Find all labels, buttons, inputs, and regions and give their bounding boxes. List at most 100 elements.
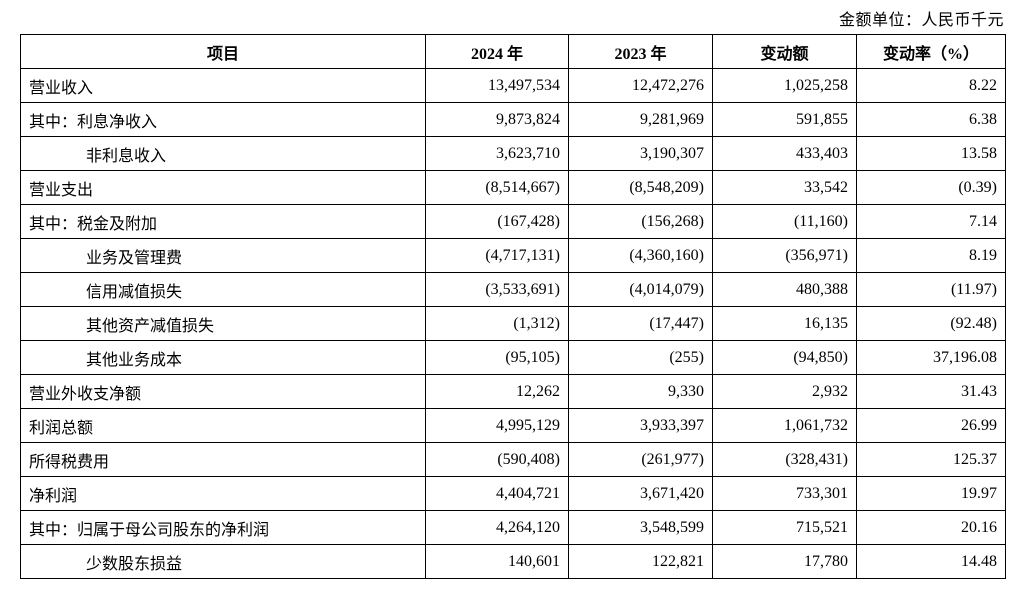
value-2024-cell: 13,497,534 bbox=[425, 68, 569, 103]
header-year-2024: 2024 年 bbox=[425, 34, 569, 69]
change-cell: 16,135 bbox=[712, 306, 857, 341]
change-rate-cell: 14.48 bbox=[856, 544, 1006, 579]
change-rate-cell: 8.22 bbox=[856, 68, 1006, 103]
change-cell: 715,521 bbox=[712, 510, 857, 545]
item-cell: 信用减值损失 bbox=[20, 272, 426, 307]
table-row: 非利息收入 3,623,710 3,190,307 433,403 13.58 bbox=[20, 136, 1006, 171]
change-cell: 591,855 bbox=[712, 102, 857, 137]
item-cell: 所得税费用 bbox=[20, 442, 426, 477]
item-cell: 其中：利息净收入 bbox=[20, 102, 426, 137]
table-row: 所得税费用 (590,408) (261,977) (328,431) 125.37 bbox=[20, 442, 1006, 477]
value-2024-cell: (3,533,691) bbox=[425, 272, 569, 307]
item-cell: 营业收入 bbox=[20, 68, 426, 103]
change-cell: (94,850) bbox=[712, 340, 857, 375]
header-year-2023: 2023 年 bbox=[568, 34, 713, 69]
change-cell: 1,061,732 bbox=[712, 408, 857, 443]
value-2023-cell: (156,268) bbox=[568, 204, 713, 239]
change-rate-cell: (11.97) bbox=[856, 272, 1006, 307]
table-row: 净利润 4,404,721 3,671,420 733,301 19.97 bbox=[20, 476, 1006, 511]
item-cell: 净利润 bbox=[20, 476, 426, 511]
item-cell: 营业支出 bbox=[20, 170, 426, 205]
value-2024-cell: 4,264,120 bbox=[425, 510, 569, 545]
change-rate-cell: 6.38 bbox=[856, 102, 1006, 137]
change-cell: 2,932 bbox=[712, 374, 857, 409]
item-cell: 非利息收入 bbox=[20, 136, 426, 171]
value-2024-cell: (4,717,131) bbox=[425, 238, 569, 273]
item-cell: 利润总额 bbox=[20, 408, 426, 443]
change-rate-cell: 8.19 bbox=[856, 238, 1006, 273]
value-2023-cell: (8,548,209) bbox=[568, 170, 713, 205]
amount-unit-label: 金额单位：人民币千元 bbox=[838, 12, 1004, 29]
value-2024-cell: 9,873,824 bbox=[425, 102, 569, 137]
income-statement-table: 项目 2024 年 2023 年 变动额 变动率（%） 营业收入 13,497,5… bbox=[20, 34, 1006, 579]
table-row: 少数股东损益 140,601 122,821 17,780 14.48 bbox=[20, 544, 1006, 579]
change-rate-cell: 19.97 bbox=[856, 476, 1006, 511]
item-cell: 其中：归属于母公司股东的净利润 bbox=[20, 510, 426, 545]
table-row: 利润总额 4,995,129 3,933,397 1,061,732 26.99 bbox=[20, 408, 1006, 443]
change-cell: 17,780 bbox=[712, 544, 857, 579]
header-item: 项目 bbox=[20, 34, 426, 69]
value-2024-cell: (167,428) bbox=[425, 204, 569, 239]
change-rate-cell: (92.48) bbox=[856, 306, 1006, 341]
change-cell: 33,542 bbox=[712, 170, 857, 205]
table-row: 业务及管理费 (4,717,131) (4,360,160) (356,971) 8.1… bbox=[20, 238, 1006, 273]
value-2024-cell: (1,312) bbox=[425, 306, 569, 341]
change-rate-cell: 26.99 bbox=[856, 408, 1006, 443]
change-cell: (356,971) bbox=[712, 238, 857, 273]
change-rate-cell: 31.43 bbox=[856, 374, 1006, 409]
value-2024-cell: 140,601 bbox=[425, 544, 569, 579]
value-2024-cell: 4,995,129 bbox=[425, 408, 569, 443]
value-2023-cell: 3,548,599 bbox=[568, 510, 713, 545]
item-cell: 其中：税金及附加 bbox=[20, 204, 426, 239]
table-row: 营业收入 13,497,534 12,472,276 1,025,258 8.22 bbox=[20, 68, 1006, 103]
value-2023-cell: 3,190,307 bbox=[568, 136, 713, 171]
table-row: 其中：归属于母公司股东的净利润 4,264,120 3,548,599 715,521… bbox=[20, 510, 1006, 545]
value-2024-cell: (95,105) bbox=[425, 340, 569, 375]
value-2023-cell: (261,977) bbox=[568, 442, 713, 477]
value-2023-cell: 3,933,397 bbox=[568, 408, 713, 443]
change-rate-cell: 37,196.08 bbox=[856, 340, 1006, 375]
change-rate-cell: 7.14 bbox=[856, 204, 1006, 239]
value-2024-cell: 3,623,710 bbox=[425, 136, 569, 171]
change-cell: 733,301 bbox=[712, 476, 857, 511]
value-2023-cell: (4,360,160) bbox=[568, 238, 713, 273]
change-rate-cell: 13.58 bbox=[856, 136, 1006, 171]
value-2024-cell: (590,408) bbox=[425, 442, 569, 477]
value-2024-cell: 12,262 bbox=[425, 374, 569, 409]
change-rate-cell: 20.16 bbox=[856, 510, 1006, 545]
table-body: 营业收入 13,497,534 12,472,276 1,025,258 8.22 其中：… bbox=[20, 68, 1006, 579]
table-row: 信用减值损失 (3,533,691) (4,014,079) 480,388 (11.9… bbox=[20, 272, 1006, 307]
header-change: 变动额 bbox=[712, 34, 857, 69]
change-rate-cell: 125.37 bbox=[856, 442, 1006, 477]
table-row: 营业支出 (8,514,667) (8,548,209) 33,542 (0.39) bbox=[20, 170, 1006, 205]
value-2023-cell: (255) bbox=[568, 340, 713, 375]
change-cell: (11,160) bbox=[712, 204, 857, 239]
item-cell: 其他资产减值损失 bbox=[20, 306, 426, 341]
change-cell: 1,025,258 bbox=[712, 68, 857, 103]
value-2023-cell: (17,447) bbox=[568, 306, 713, 341]
value-2024-cell: (8,514,667) bbox=[425, 170, 569, 205]
table-row: 营业外收支净额 12,262 9,330 2,932 31.43 bbox=[20, 374, 1006, 409]
item-cell: 少数股东损益 bbox=[20, 544, 426, 579]
table-header-row: 项目 2024 年 2023 年 变动额 变动率（%） bbox=[20, 34, 1006, 69]
change-cell: (328,431) bbox=[712, 442, 857, 477]
value-2024-cell: 4,404,721 bbox=[425, 476, 569, 511]
table-row: 其他资产减值损失 (1,312) (17,447) 16,135 (92.48) bbox=[20, 306, 1006, 341]
value-2023-cell: 9,330 bbox=[568, 374, 713, 409]
item-cell: 营业外收支净额 bbox=[20, 374, 426, 409]
change-rate-cell: (0.39) bbox=[856, 170, 1006, 205]
value-2023-cell: (4,014,079) bbox=[568, 272, 713, 307]
value-2023-cell: 9,281,969 bbox=[568, 102, 713, 137]
table-row: 其他业务成本 (95,105) (255) (94,850) 37,196.08 bbox=[20, 340, 1006, 375]
value-2023-cell: 3,671,420 bbox=[568, 476, 713, 511]
table-row: 其中：利息净收入 9,873,824 9,281,969 591,855 6.38 bbox=[20, 102, 1006, 137]
table-row: 其中：税金及附加 (167,428) (156,268) (11,160) 7.14 bbox=[20, 204, 1006, 239]
change-cell: 433,403 bbox=[712, 136, 857, 171]
change-cell: 480,388 bbox=[712, 272, 857, 307]
item-cell: 业务及管理费 bbox=[20, 238, 426, 273]
item-cell: 其他业务成本 bbox=[20, 340, 426, 375]
value-2023-cell: 122,821 bbox=[568, 544, 713, 579]
header-change-rate: 变动率（%） bbox=[856, 34, 1006, 69]
value-2023-cell: 12,472,276 bbox=[568, 68, 713, 103]
